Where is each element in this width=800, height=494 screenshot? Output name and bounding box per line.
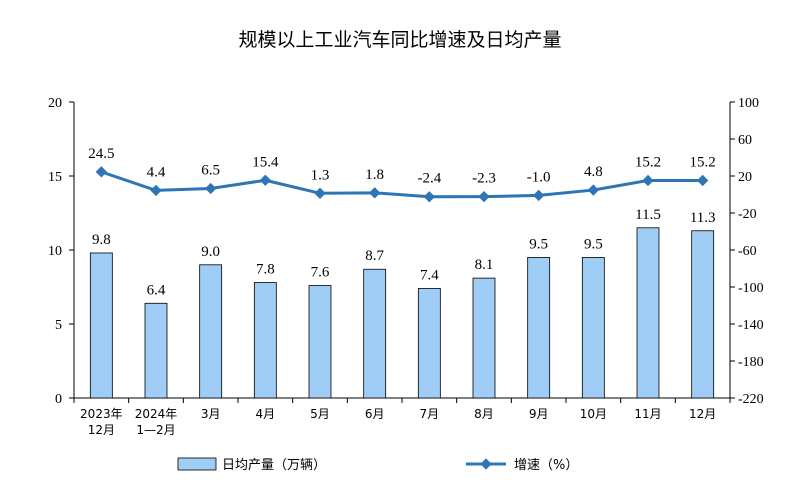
x-category-label: 5月 [310,407,330,421]
line-point [478,190,490,203]
line-data-label: 6.5 [201,162,220,178]
line-data-label: 4.8 [584,164,603,180]
growth-line [100,170,703,199]
line-data-label: -1.0 [527,169,551,185]
bar-data-label: 7.6 [311,265,330,281]
line-point [314,187,326,199]
y-left-tick-label: 10 [48,244,62,259]
bar [363,268,387,399]
line-data-label: 15.4 [252,154,279,170]
legend-bar-label: 日均产量（万辆） [222,458,326,473]
bar [253,282,277,399]
y-right-tick-label: 20 [738,170,752,185]
bar-data-label: 9.8 [92,232,111,248]
bar-data-label: 9.5 [529,236,548,252]
y-right-tick-label: -100 [738,281,764,296]
line-point [150,184,162,197]
x-category-label: 12月 [689,407,716,421]
bar-data-label: 8.7 [365,248,384,264]
x-category-label: 4月 [256,407,276,421]
bar [308,285,332,399]
chart-title: 规模以上工业汽车同比增速及日均产量 [238,29,561,51]
line-point [697,174,709,187]
x-category-label: 6月 [365,407,385,421]
x-category-label: 10月 [580,407,607,421]
y-right-tick-label: -60 [738,244,757,259]
line-data-label: 1.3 [311,167,330,183]
bar-data-label: 11.3 [690,210,716,226]
x-category-label: 1—2月 [136,423,175,437]
legend-line-label: 增速（%） [514,458,578,473]
y-right-tick-label: 100 [738,96,759,111]
x-category-label: 12月 [88,423,115,437]
y-left-tick-label: 20 [48,96,62,111]
y-right-tick-label: 60 [738,133,752,148]
bar [581,256,605,399]
bar-data-label: 7.4 [420,267,439,283]
line-data-label: -2.3 [472,171,496,187]
y-right-tick-label: -20 [738,207,757,222]
line-point [205,182,217,195]
line-data-label: 15.2 [635,154,661,170]
x-category-label: 2024年 [135,407,178,421]
bar [472,277,496,399]
bar-data-label: 6.4 [147,282,166,298]
y-left-tick-label: 0 [55,392,62,407]
bar [417,288,441,399]
bar-data-label: 7.8 [256,262,275,278]
bar [144,302,168,399]
bar-data-label: 11.5 [635,207,661,223]
bar-data-label: 9.0 [201,244,220,260]
plot-area: 0 5 10 15 20 -220 -180 -140 -100 -60 -20 20 60 100 202… [48,96,764,437]
bar-data-label: 8.1 [475,257,494,273]
legend: 日均产量（万辆） 增速（%） [177,457,578,473]
line-data-label: 15.2 [690,154,716,170]
line-point [642,174,654,187]
y-right-tick-label: -220 [738,392,764,407]
line-point [423,191,435,203]
line-point [369,187,381,199]
line-point [259,174,271,186]
x-category-label: 7月 [420,407,440,421]
line-point [587,184,599,196]
x-category-label: 2023年 [80,407,123,421]
x-category-label: 8月 [474,407,494,421]
line-point [95,166,107,178]
x-category-label: 3月 [201,407,221,421]
x-category-label: 9月 [529,407,549,421]
bar [199,264,223,399]
x-category-label: 11月 [634,407,661,421]
line-data-label: 4.4 [147,164,166,180]
y-left-tick-label: 5 [55,318,62,333]
bar [527,256,551,399]
y-left-tick-label: 15 [48,170,62,185]
bar [636,227,660,399]
legend-bar-swatch [177,457,217,471]
line-data-label: -2.4 [417,171,441,187]
y-right-tick-label: -180 [738,355,764,370]
line-data-label: 24.5 [88,146,114,162]
bar [89,252,113,399]
line-point [533,189,545,202]
y-right-tick-label: -140 [738,318,764,333]
bar-data-label: 9.5 [584,236,603,252]
line-data-label: 1.8 [365,167,384,183]
bar [691,230,715,399]
legend-line-marker [480,458,492,470]
